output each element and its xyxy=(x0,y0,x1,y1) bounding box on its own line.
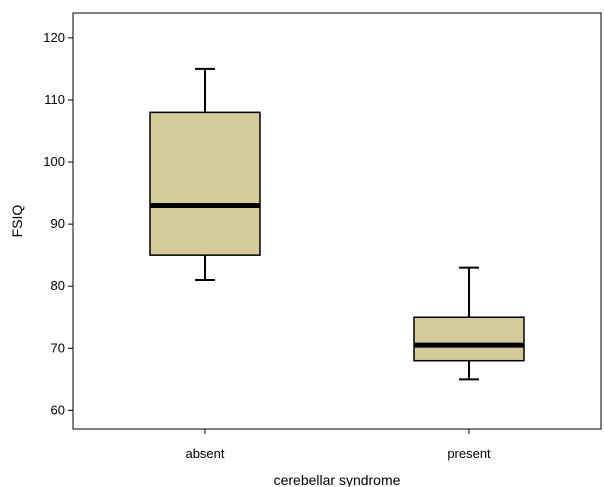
y-tick-label: 110 xyxy=(44,92,65,107)
y-tick-label: 80 xyxy=(51,278,65,293)
y-axis-label: FSIQ xyxy=(9,205,25,238)
y-tick-label: 90 xyxy=(51,216,65,231)
plot-frame xyxy=(72,12,602,430)
iqr-box xyxy=(149,111,261,256)
x-axis-ticks: absent present xyxy=(185,429,491,461)
box-present xyxy=(413,266,525,381)
x-tick-label: absent xyxy=(185,446,224,461)
y-tick-label: 100 xyxy=(43,154,65,169)
box-absent xyxy=(149,67,261,281)
iqr-box xyxy=(413,316,525,362)
x-axis-label: cerebellar syndrome xyxy=(274,472,401,487)
y-tick-label: 70 xyxy=(51,340,65,355)
y-tick-label: 60 xyxy=(51,402,65,417)
y-axis-ticks: 60 70 80 90 100 110 120 xyxy=(43,30,73,417)
box-series xyxy=(149,67,525,381)
x-tick-label: present xyxy=(447,446,491,461)
y-tick-label: 120 xyxy=(43,30,65,45)
